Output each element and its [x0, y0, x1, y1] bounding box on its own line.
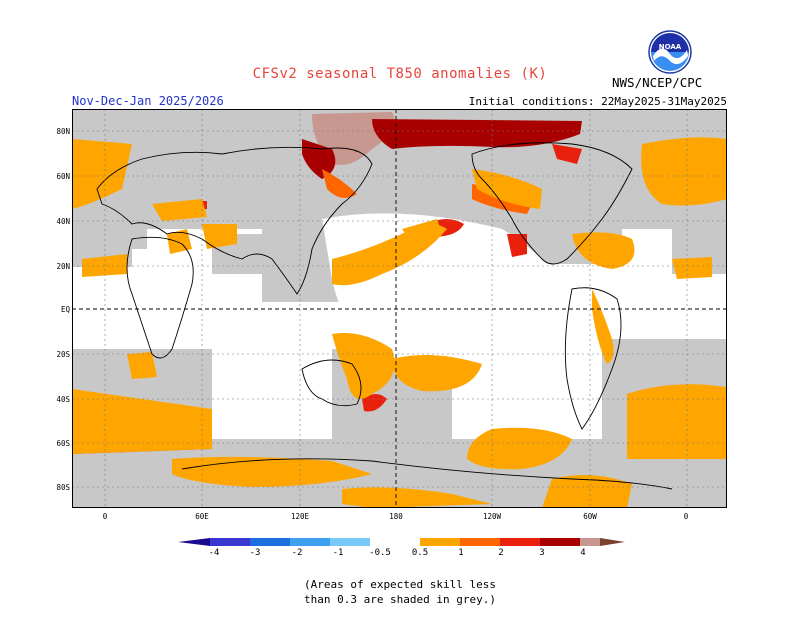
legend-label-p4: 4: [580, 548, 586, 558]
lon-label-60w: 60W: [583, 512, 597, 521]
legend-swatch-neg4-neg3: [210, 538, 250, 546]
equator-dateline: [72, 109, 727, 508]
initial-conditions-label: Initial conditions: 22May2025-31May2025: [468, 95, 727, 108]
footnote-line-2: than 0.3 are shaded in grey.): [303, 593, 497, 606]
lon-label-0: 0: [102, 512, 108, 521]
legend-label-neg1: -1: [332, 548, 344, 558]
lat-label-80n: 80N: [56, 127, 70, 136]
legend-swatch-neg3-neg2: [250, 538, 290, 546]
agency-label: NWS/NCEP/CPC: [612, 75, 703, 90]
legend-swatch-gt5: [600, 538, 625, 546]
legend-label-p1: 1: [458, 548, 464, 558]
legend-swatch-p1-2: [460, 538, 500, 546]
legend-swatch-p3-4: [540, 538, 580, 546]
anomaly-3-4-region: [302, 119, 582, 179]
lon-label-120e: 120E: [290, 512, 310, 521]
legend-swatch-p2-3: [500, 538, 540, 546]
north-america-outline: [471, 142, 633, 265]
skill-footnote: (Areas of expected skill less than 0.3 a…: [0, 577, 800, 607]
legend-label-neg4: -4: [208, 548, 220, 558]
color-legend: [178, 538, 625, 546]
anomaly-map: [72, 109, 727, 508]
graticule: [72, 109, 727, 508]
lat-label-40s: 40S: [56, 395, 70, 404]
lat-label-20s: 20S: [56, 350, 70, 359]
lat-label-60s: 60S: [56, 439, 70, 448]
lat-label-80s: 80S: [56, 483, 70, 492]
legend-swatch-neg1-neg05: [330, 538, 370, 546]
noaa-logo-icon: NOAA: [648, 30, 692, 74]
lon-label-60e: 60E: [195, 512, 209, 521]
lat-label-eq: EQ: [60, 305, 70, 314]
africa-outline: [126, 236, 194, 359]
map-title: CFSv2 seasonal T850 anomalies (K): [252, 66, 548, 82]
australia-outline: [301, 359, 362, 407]
south-america-outline: [564, 287, 622, 430]
legend-label-neg3: -3: [249, 548, 261, 558]
legend-label-p3: 3: [539, 548, 545, 558]
legend-label-p05: 0.5: [411, 548, 429, 558]
antarctica-outline: [181, 458, 673, 490]
coastlines: [96, 142, 673, 490]
legend-swatch-neg2-neg1: [290, 538, 330, 546]
lat-label-60n: 60N: [56, 172, 70, 181]
logo-text: NOAA: [659, 43, 682, 51]
lon-label-0-east: 0: [683, 512, 689, 521]
season-label: Nov-Dec-Jan 2025/2026: [72, 94, 224, 108]
legend-swatch-neutral: [370, 538, 420, 546]
lon-label-120w: 120W: [482, 512, 502, 521]
eurasia-outline: [96, 146, 373, 295]
legend-label-neg05: -0.5: [369, 548, 391, 558]
legend-swatch-p05-1: [420, 538, 460, 546]
legend-swatch-lt-neg4: [178, 538, 210, 546]
legend-label-p2: 2: [498, 548, 504, 558]
lat-label-40n: 40N: [56, 217, 70, 226]
lon-label-180: 180: [389, 512, 403, 521]
lat-label-20n: 20N: [56, 262, 70, 271]
map-frame: [72, 109, 727, 508]
legend-swatch-p4-5: [580, 538, 600, 546]
legend-label-neg2: -2: [291, 548, 303, 558]
footnote-line-1: (Areas of expected skill less: [303, 578, 497, 591]
